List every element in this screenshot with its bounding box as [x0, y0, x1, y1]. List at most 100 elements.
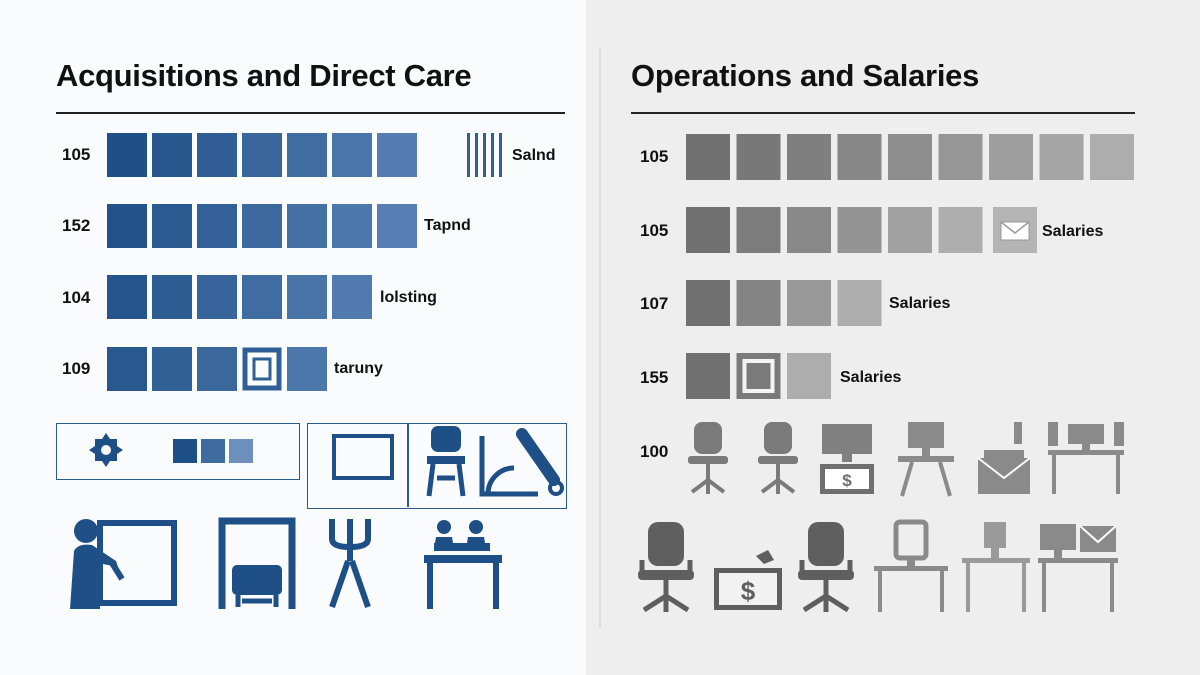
right-panel-title: Operations and Salaries	[631, 58, 980, 93]
bar-block	[377, 204, 417, 248]
bar-block	[1090, 134, 1134, 180]
right-row-tag: Salaries	[889, 295, 951, 312]
desk-monitor-icon	[874, 519, 948, 612]
bar-block	[377, 133, 417, 177]
icon-strip-box	[56, 423, 300, 480]
left-row-tag: taruny	[334, 360, 383, 377]
bar-block	[287, 347, 327, 391]
bar-block	[197, 204, 237, 248]
worker-board-icon	[70, 519, 177, 609]
machine-frame-icon	[218, 517, 296, 609]
lamp-mail-icon	[977, 422, 1031, 494]
bar-block	[736, 134, 781, 180]
bar-block	[287, 204, 327, 248]
bar-block	[152, 204, 192, 248]
left-row-tag: Salnd	[512, 147, 556, 164]
svg-text:$: $	[842, 471, 852, 490]
bar-block	[1039, 134, 1084, 180]
bar-block	[736, 280, 781, 326]
target-icon	[89, 433, 123, 467]
svg-text:$: $	[741, 576, 756, 606]
bar-block	[107, 204, 147, 248]
bar-stripe	[475, 133, 478, 177]
bar-block	[332, 204, 372, 248]
right-row-tag: Salaries	[840, 369, 902, 386]
frame-icon	[332, 434, 394, 480]
bar-block	[332, 133, 372, 177]
bar-block	[787, 353, 831, 399]
bar-block	[686, 207, 730, 253]
left-row-tag: Tapnd	[424, 217, 471, 234]
bar-block	[152, 133, 192, 177]
bar-block	[787, 207, 831, 253]
bar-block	[197, 275, 237, 319]
right-row-label: 105	[640, 147, 669, 166]
right-icon-row-label: 100	[640, 442, 669, 461]
bar-block	[938, 134, 983, 180]
left-panel-title: Acquisitions and Direct Care	[56, 58, 472, 93]
bar-stripe	[467, 133, 470, 177]
bar-block	[287, 275, 327, 319]
right-title-rule	[631, 112, 1135, 114]
bar-block	[938, 207, 983, 253]
bar-block	[107, 347, 147, 391]
chair-icon	[758, 422, 798, 494]
bar-block	[787, 134, 831, 180]
panel-divider	[599, 48, 601, 628]
left-row-label: 104	[62, 288, 91, 307]
bar-block	[287, 133, 327, 177]
bar-block-inner	[252, 357, 272, 381]
bar-block	[837, 207, 882, 253]
envelope-icon	[1000, 221, 1030, 241]
right-row-label: 105	[640, 221, 669, 240]
bar-block	[989, 134, 1033, 180]
bar-block	[152, 347, 192, 391]
bar-stripe	[499, 133, 502, 177]
bar-block	[107, 275, 147, 319]
bar-block	[686, 134, 730, 180]
bar-block	[197, 133, 237, 177]
bar-block	[787, 280, 831, 326]
desk-mail-icon	[1038, 524, 1118, 612]
monitor-money-icon: $	[820, 424, 874, 494]
bar-block	[888, 134, 932, 180]
monitor-desk-icon	[898, 422, 954, 497]
envelope-flap	[1000, 221, 1030, 234]
chair-icon	[426, 426, 466, 497]
bar-block	[686, 353, 730, 399]
bar-block-inner	[742, 359, 775, 393]
bar-block	[152, 275, 192, 319]
mini-squares-icon	[173, 439, 253, 463]
bar-block	[888, 207, 932, 253]
bar-block	[837, 134, 882, 180]
chair-icon	[688, 422, 728, 494]
left-row-label: 152	[62, 216, 91, 235]
team-table-icon	[424, 520, 502, 609]
tripod-icon	[329, 519, 371, 608]
bar-block	[332, 275, 372, 319]
desk-monitor-icon	[1048, 422, 1124, 494]
icon-strip-box	[307, 423, 567, 509]
bar-stripe	[483, 133, 486, 177]
money-bill-icon: $	[714, 550, 782, 610]
bar-stripe	[491, 133, 494, 177]
bar-block	[242, 204, 282, 248]
desk-monitor-icon	[962, 522, 1030, 612]
left-row-label: 109	[62, 359, 91, 378]
chair-icon	[798, 522, 854, 613]
right-row-label: 107	[640, 294, 669, 313]
bar-block	[686, 280, 730, 326]
left-title-rule	[56, 112, 565, 114]
bar-block	[107, 133, 147, 177]
bar-block	[242, 275, 282, 319]
drafting-tool-icon	[479, 428, 564, 497]
left-row-label: 105	[62, 145, 91, 164]
bar-block	[197, 347, 237, 391]
bar-block	[736, 207, 781, 253]
left-row-tag: lolsting	[380, 289, 437, 306]
bar-block	[242, 133, 282, 177]
icon-strip-divider	[407, 423, 409, 507]
right-row-tag: Salaries	[1042, 223, 1104, 240]
bar-block	[837, 280, 882, 326]
